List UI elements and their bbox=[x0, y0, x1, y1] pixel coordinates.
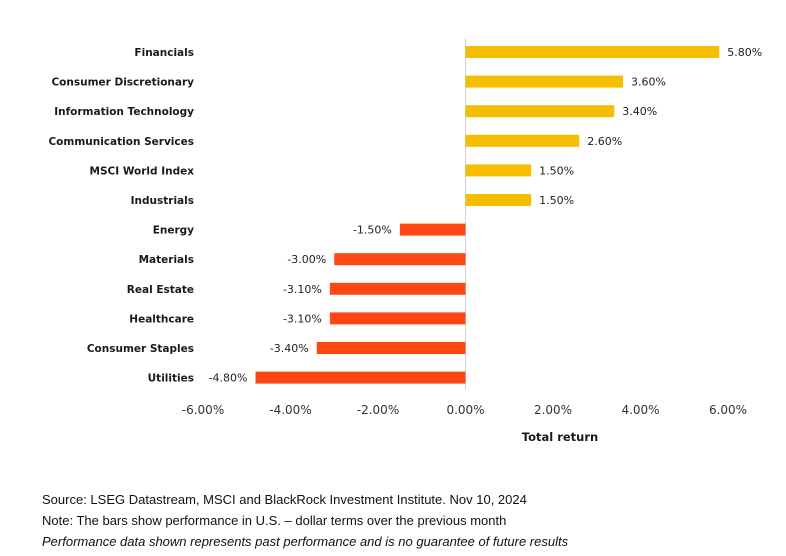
data-label-healthcare: -3.10% bbox=[283, 312, 322, 325]
x-tick-label: 4.00% bbox=[621, 403, 659, 417]
bar-financials bbox=[465, 46, 720, 58]
category-label-industrials: Industrials bbox=[131, 195, 194, 207]
data-label-information-technology: 3.40% bbox=[622, 105, 657, 118]
data-label-materials: -3.00% bbox=[287, 253, 326, 266]
sector-returns-chart: Financials 5.80% Consumer Discretionary 3.6… bbox=[48, 38, 762, 444]
bar-communication-services bbox=[465, 134, 580, 147]
bar-materials bbox=[334, 253, 466, 266]
data-label-communication-services: 2.60% bbox=[587, 135, 622, 148]
category-label-consumer-discretionary: Consumer Discretionary bbox=[51, 77, 194, 89]
bar-real-estate bbox=[329, 282, 466, 295]
bar-consumer-staples bbox=[316, 342, 466, 354]
category-label-communication-services: Communication Services bbox=[48, 136, 194, 148]
bar-utilities bbox=[255, 371, 466, 384]
explanatory-note: Note: The bars show performance in U.S. … bbox=[42, 513, 507, 528]
bar-msci-world-index bbox=[465, 164, 532, 177]
x-tick-label: -6.00% bbox=[182, 403, 224, 417]
source-note: Source: LSEG Datastream, MSCI and BlackR… bbox=[42, 492, 527, 507]
data-label-financials: 5.80% bbox=[727, 46, 762, 59]
bar-consumer-discretionary bbox=[465, 75, 623, 88]
data-label-msci-world-index: 1.50% bbox=[539, 164, 574, 177]
chart-footnotes: Source: LSEG Datastream, MSCI and BlackR… bbox=[42, 489, 772, 552]
x-tick-label: 2.00% bbox=[534, 403, 572, 417]
category-label-materials: Materials bbox=[139, 254, 194, 266]
performance-disclaimer: Performance data shown represents past p… bbox=[42, 534, 569, 549]
category-label-information-technology: Information Technology bbox=[54, 106, 194, 118]
bar-industrials bbox=[465, 194, 532, 206]
category-label-utilities: Utilities bbox=[148, 373, 194, 385]
x-tick-label: -2.00% bbox=[357, 403, 399, 417]
category-label-msci-world-index: MSCI World Index bbox=[90, 165, 195, 177]
x-tick-label: -4.00% bbox=[269, 403, 311, 417]
bar-healthcare bbox=[329, 312, 466, 325]
data-label-consumer-staples: -3.40% bbox=[270, 342, 309, 355]
bar-energy bbox=[399, 223, 466, 236]
data-label-energy: -1.50% bbox=[353, 224, 392, 237]
data-label-real-estate: -3.10% bbox=[283, 283, 322, 296]
x-tick-label: 0.00% bbox=[446, 403, 484, 417]
category-label-financials: Financials bbox=[134, 47, 194, 59]
category-label-real-estate: Real Estate bbox=[127, 284, 194, 296]
x-axis-title: Total return bbox=[522, 430, 598, 444]
bar-information-technology bbox=[465, 105, 615, 118]
data-label-consumer-discretionary: 3.60% bbox=[631, 76, 666, 89]
category-label-energy: Energy bbox=[153, 225, 194, 237]
data-label-industrials: 1.50% bbox=[539, 194, 574, 207]
data-label-utilities: -4.80% bbox=[209, 372, 248, 385]
category-label-healthcare: Healthcare bbox=[129, 313, 194, 325]
category-label-consumer-staples: Consumer Staples bbox=[87, 343, 194, 355]
x-tick-label: 6.00% bbox=[709, 403, 747, 417]
